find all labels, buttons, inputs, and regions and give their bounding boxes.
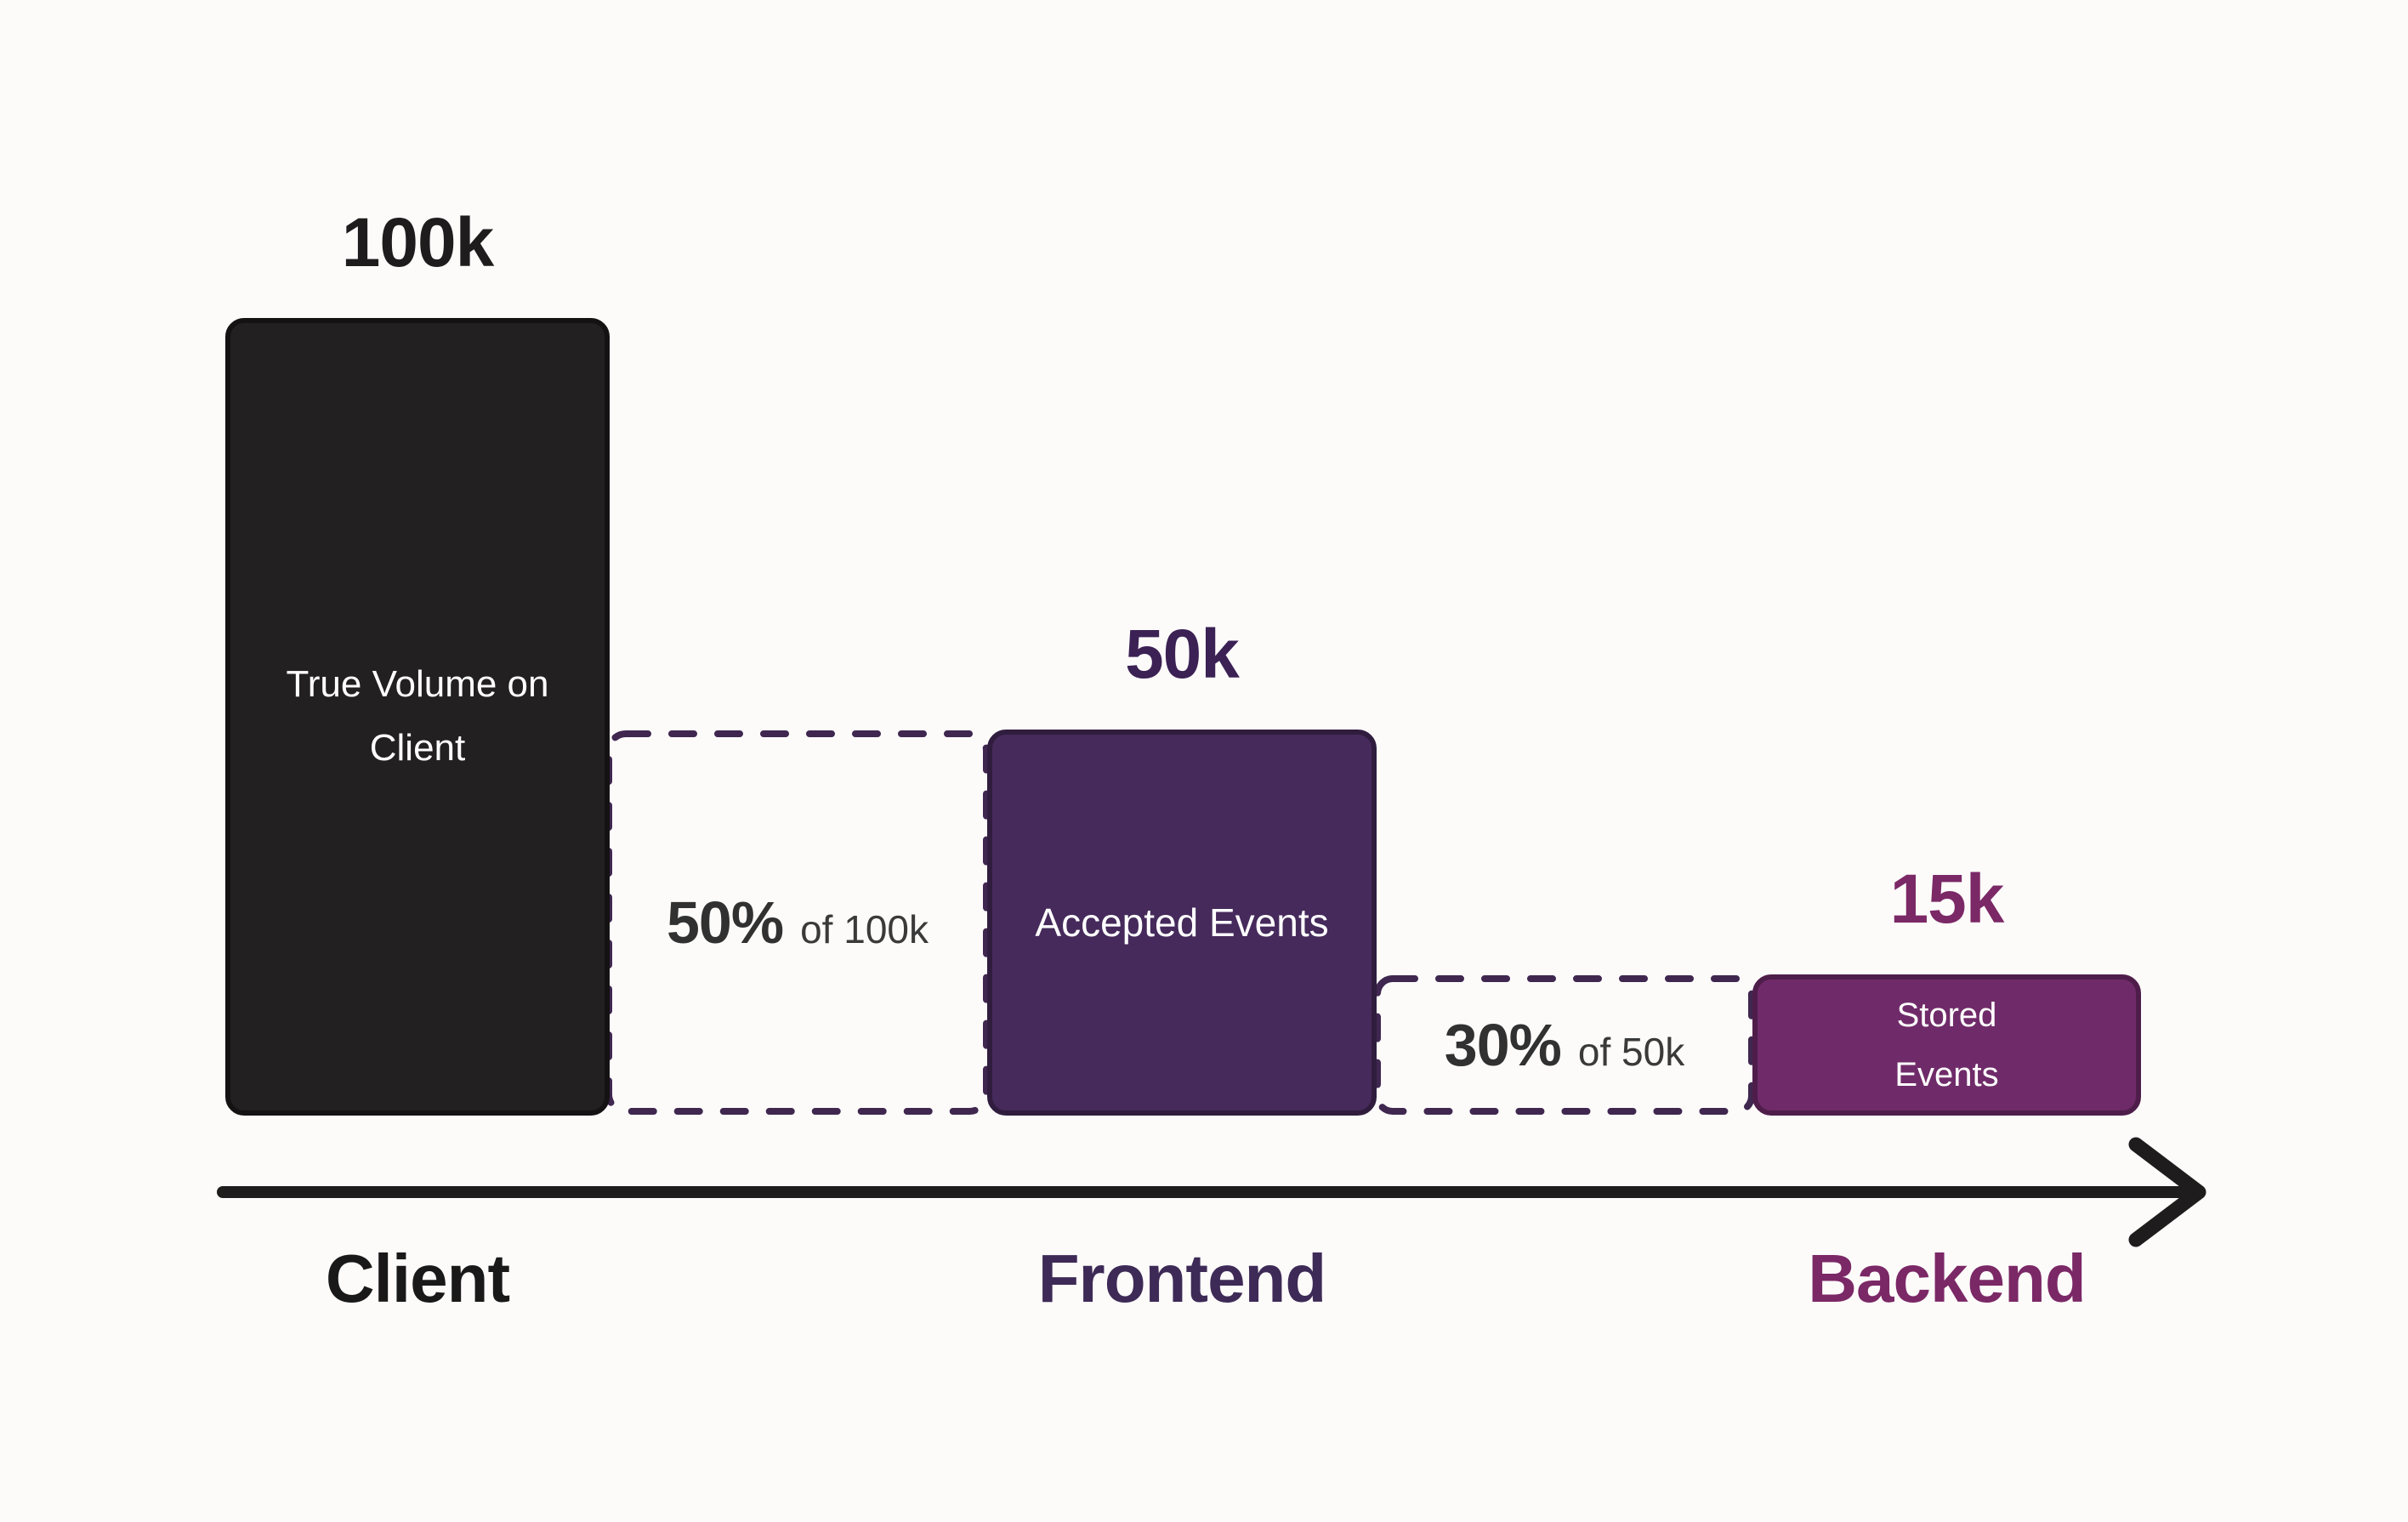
retention-box-backend: 30% of 50k — [1373, 974, 1756, 1116]
retention-percent: 30% — [1444, 1012, 1562, 1078]
flow-arrow — [217, 1137, 2206, 1247]
bar-true-volume: True Volume on Client — [225, 318, 610, 1116]
value-label-backend: 15k — [1889, 860, 2005, 938]
bar-accepted-events: Accepted Events — [987, 730, 1377, 1116]
axis-label-client: Client — [325, 1241, 510, 1316]
retention-box-frontend: 50% of 100k — [605, 730, 991, 1116]
retention-text-frontend: 50% of 100k — [605, 730, 991, 1116]
dashed-outline — [1374, 975, 1755, 1115]
retention-text-backend: 30% of 50k — [1373, 974, 1756, 1116]
value-label-frontend: 50k — [1125, 616, 1240, 693]
axis-label-frontend: Frontend — [1037, 1241, 1327, 1316]
retention-of-label: of 50k — [1577, 1030, 1685, 1074]
bar-label: True Volume on Client — [286, 663, 549, 769]
value-label-client: 100k — [341, 204, 494, 281]
bar-stored-events: Stored Events — [1752, 974, 2141, 1116]
retention-of-label: of 100k — [800, 907, 929, 951]
axis-label-backend: Backend — [1808, 1241, 2086, 1316]
arrow-head-icon — [2128, 1137, 2206, 1247]
bar-label: Accepted Events — [1035, 900, 1329, 945]
retention-percent: 50% — [666, 889, 784, 956]
bar-label: Stored Events — [1894, 997, 1999, 1093]
